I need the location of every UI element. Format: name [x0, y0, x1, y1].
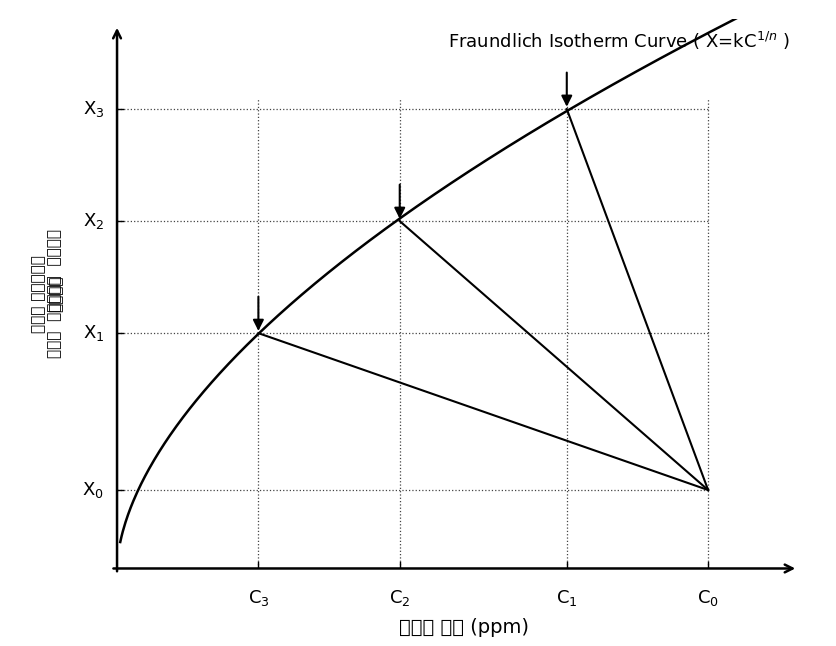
Text: X$_0$: X$_0$: [83, 480, 104, 500]
Text: C$_0$: C$_0$: [697, 588, 719, 608]
Text: C$_2$: C$_2$: [389, 588, 410, 608]
Text: X$_2$: X$_2$: [83, 211, 104, 231]
Text: 예정어  평형흡착량  단위중량: 예정어 평형흡착량 단위중량: [47, 229, 62, 359]
Text: C$_3$: C$_3$: [247, 588, 269, 608]
Text: Fraundlich Isotherm Curve ( X=kC$^{1/n}$ ): Fraundlich Isotherm Curve ( X=kC$^{1/n}$…: [448, 30, 790, 52]
Text: 오염물 농도 (ppm): 오염물 농도 (ppm): [399, 618, 529, 637]
Text: X$_1$: X$_1$: [83, 323, 104, 343]
Text: C$_1$: C$_1$: [556, 588, 578, 608]
Text: 예정어 평형흡착량
단위중량: 예정어 평형흡착량 단위중량: [32, 255, 64, 333]
Text: X$_3$: X$_3$: [83, 99, 104, 119]
